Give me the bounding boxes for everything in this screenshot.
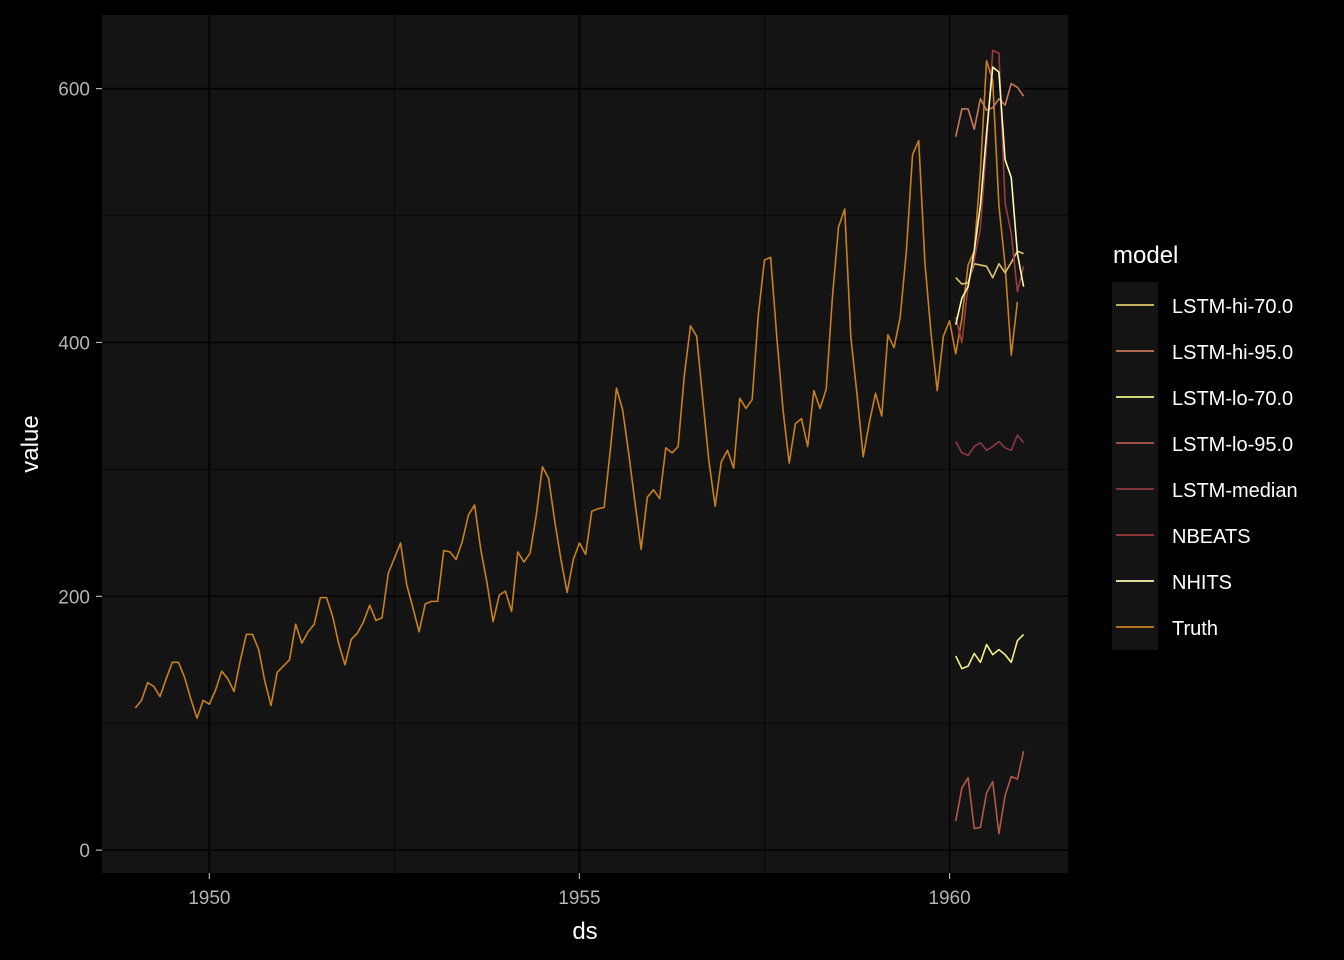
legend-label-nbeats: NBEATS: [1172, 526, 1251, 548]
series-layer: [134, 49, 1025, 835]
y-tick-label: 400: [58, 333, 90, 354]
series-line-nhits: [954, 66, 1025, 325]
series-line-truth: [134, 59, 1019, 719]
legend-title: model: [1113, 242, 1178, 269]
y-axis-title: value: [17, 415, 44, 472]
major-gridlines: [102, 15, 1068, 873]
x-tick-label: 1960: [928, 888, 970, 909]
minor-gridlines: [102, 15, 1068, 873]
legend-key-background: [1112, 282, 1158, 650]
legend: model LSTM-hi-70.0 LSTM-hi-95.0 LSTM-lo-70…: [1112, 242, 1298, 650]
legend-label-lstm-lo-70-0: LSTM-lo-70.0: [1172, 388, 1293, 410]
y-tick-label: 0: [79, 841, 90, 862]
legend-label-lstm-lo-95-0: LSTM-lo-95.0: [1172, 434, 1293, 456]
y-tick-label: 200: [58, 587, 90, 608]
series-line-lstm-hi-70-0: [955, 250, 1024, 285]
plot-panel: [102, 15, 1068, 873]
y-tick-label: 600: [58, 80, 90, 101]
legend-label-lstm-hi-70-0: LSTM-hi-70.0: [1172, 296, 1293, 318]
x-tick-label: 1955: [558, 888, 600, 909]
y-axis: 0 200 400 600: [58, 80, 102, 862]
legend-label-lstm-median: LSTM-median: [1172, 480, 1298, 502]
series-line-lstm-lo-95-0: [954, 750, 1025, 835]
series-line-lstm-lo-70-0: [955, 633, 1025, 670]
legend-label-lstm-hi-95-0: LSTM-hi-95.0: [1172, 342, 1293, 364]
x-axis-title: ds: [572, 918, 597, 945]
x-tick-label: 1950: [188, 888, 230, 909]
x-axis: 1950 1955 1960: [188, 873, 971, 909]
series-line-lstm-median: [955, 434, 1025, 457]
legend-label-truth: Truth: [1172, 618, 1218, 640]
legend-label-nhits: NHITS: [1172, 572, 1232, 594]
